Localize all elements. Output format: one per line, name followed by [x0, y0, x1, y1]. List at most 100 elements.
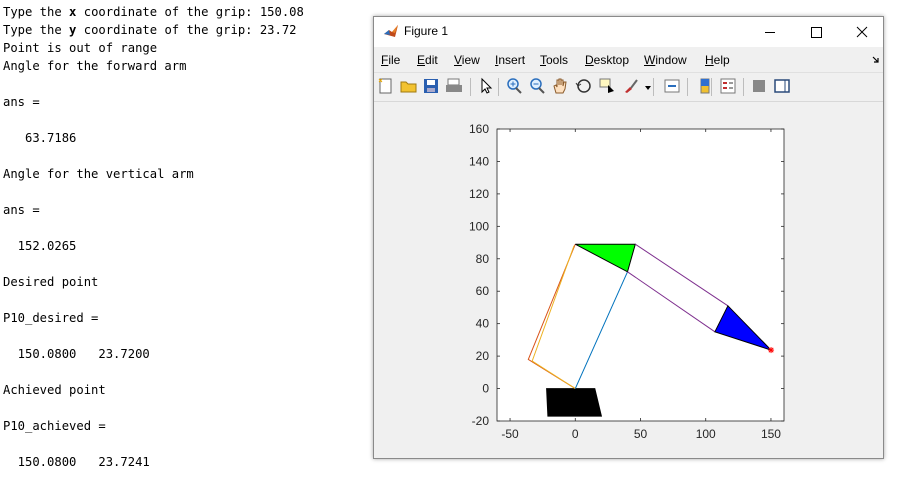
menu-tools[interactable]: Tools [540, 53, 568, 67]
title-bar: Figure 1 [374, 17, 883, 47]
menu-accelerator: H [705, 53, 714, 67]
gripper-triangle [714, 304, 772, 351]
dock-arrow-icon[interactable] [871, 55, 881, 65]
console-line: Desired point [3, 273, 304, 291]
matlab-logo-icon [384, 25, 398, 37]
print-icon[interactable] [445, 77, 463, 95]
console-line: P10_achieved = [3, 417, 304, 435]
menu-label: iew [461, 53, 480, 67]
menu-accelerator: T [540, 53, 546, 67]
menu-edit[interactable]: Edit [417, 53, 438, 67]
console-text: Angle for the vertical arm [3, 167, 194, 181]
console-line [3, 219, 304, 237]
menu-accelerator: V [454, 53, 462, 67]
console-text: ans = [3, 95, 40, 109]
save-icon[interactable] [422, 77, 440, 95]
console-line: ans = [3, 93, 304, 111]
figure-window: Figure 1 File Edit View Insert Tools Desktop W… [373, 16, 884, 459]
elbow-joint-triangle [575, 243, 636, 273]
hide-plot-tools-icon[interactable] [750, 77, 768, 95]
menu-accelerator: E [417, 53, 426, 67]
base-trapezoid [546, 388, 603, 417]
legend-icon[interactable] [719, 77, 737, 95]
pointer-icon[interactable] [477, 77, 495, 95]
menu-label: ools [546, 53, 569, 67]
x-tick-label: 100 [696, 427, 716, 441]
forward-arm-upper-edge [635, 243, 729, 307]
zoom-in-icon[interactable] [505, 77, 523, 95]
maximize-button[interactable] [793, 17, 839, 47]
console-line [3, 183, 304, 201]
console-line: 150.0800 23.7241 [3, 453, 304, 471]
console-line [3, 363, 304, 381]
console-text: P10_achieved = [3, 419, 106, 433]
x-tick-label: 150 [761, 427, 781, 441]
marker-stroke [768, 347, 774, 353]
console-line: P10_desired = [3, 309, 304, 327]
console-line: Achieved point [3, 381, 304, 399]
x-tick-label: 50 [634, 427, 648, 441]
menu-label: esktop [593, 53, 630, 67]
y-tick-label: 20 [476, 349, 490, 363]
y-tick-label: 120 [469, 187, 489, 201]
console-text: Type the [3, 5, 70, 19]
console-line: Type the x coordinate of the grip: 150.0… [3, 3, 304, 21]
menu-file[interactable]: File [381, 53, 400, 67]
open-file-icon[interactable] [400, 77, 418, 95]
forward-arm-lower-edge [627, 271, 716, 333]
show-plot-tools-icon[interactable] [773, 77, 791, 95]
menu-accelerator: F [381, 53, 389, 67]
y-tick-label: 100 [469, 219, 489, 233]
vertical-arm-inner-edge [531, 245, 576, 390]
console-bold-text: y [69, 23, 77, 37]
menu-label: indow [655, 53, 687, 67]
data-cursor-icon[interactable] [598, 77, 616, 95]
menu-window[interactable]: Window [644, 53, 687, 67]
toolbar-separator [743, 78, 744, 96]
menu-accelerator: D [585, 53, 594, 67]
figure-toolbar [374, 72, 883, 102]
console-line [3, 147, 304, 165]
plot-area[interactable]: -50 0 50 100 150 -20 0 20 40 60 80 100 120 140 160 [374, 101, 883, 457]
menu-insert[interactable]: Insert [495, 53, 525, 67]
console-line: Angle for the vertical arm [3, 165, 304, 183]
y-tick-label: 0 [482, 382, 489, 396]
menu-accelerator: W [644, 53, 656, 67]
console-line: ans = [3, 201, 304, 219]
minimize-button[interactable] [747, 17, 793, 47]
console-line [3, 435, 304, 453]
console-line [3, 327, 304, 345]
menu-bar: File Edit View Insert Tools Desktop Window Help [374, 49, 883, 71]
x-tick-label: 0 [572, 427, 579, 441]
console-line: 63.7186 [3, 129, 304, 147]
vertical-arm-right-edge [574, 271, 628, 389]
console-text: ans = [3, 203, 40, 217]
y-tick-label: 60 [476, 284, 490, 298]
link-plot-icon[interactable] [663, 77, 681, 95]
console-text: Type the [3, 23, 70, 37]
y-tick-label: 80 [476, 252, 490, 266]
menu-view[interactable]: View [454, 53, 480, 67]
colorbar-icon[interactable] [696, 77, 714, 95]
new-figure-icon[interactable] [377, 77, 395, 95]
y-tick-label: -20 [472, 414, 490, 428]
toolbar-separator [653, 78, 654, 96]
brush-dropdown-icon[interactable] [645, 85, 651, 91]
menu-label: elp [713, 53, 730, 67]
console-text: Achieved point [3, 383, 106, 397]
console-text: Angle for the forward arm [3, 59, 187, 73]
menu-desktop[interactable]: Desktop [585, 53, 629, 67]
close-button[interactable] [839, 17, 885, 47]
command-window-output: Type the x coordinate of the grip: 150.0… [3, 3, 304, 471]
y-tick-label: 40 [476, 317, 490, 331]
toolbar-separator [498, 78, 499, 96]
menu-help[interactable]: Help [705, 53, 730, 67]
window-title: Figure 1 [404, 24, 449, 38]
toolbar-separator [687, 78, 688, 96]
rotate-3d-icon[interactable] [575, 77, 593, 95]
pan-icon[interactable] [551, 77, 569, 95]
brush-icon[interactable] [622, 77, 640, 95]
menu-label: ile [388, 53, 401, 67]
menu-accelerator: I [495, 53, 499, 67]
zoom-out-icon[interactable] [528, 77, 546, 95]
